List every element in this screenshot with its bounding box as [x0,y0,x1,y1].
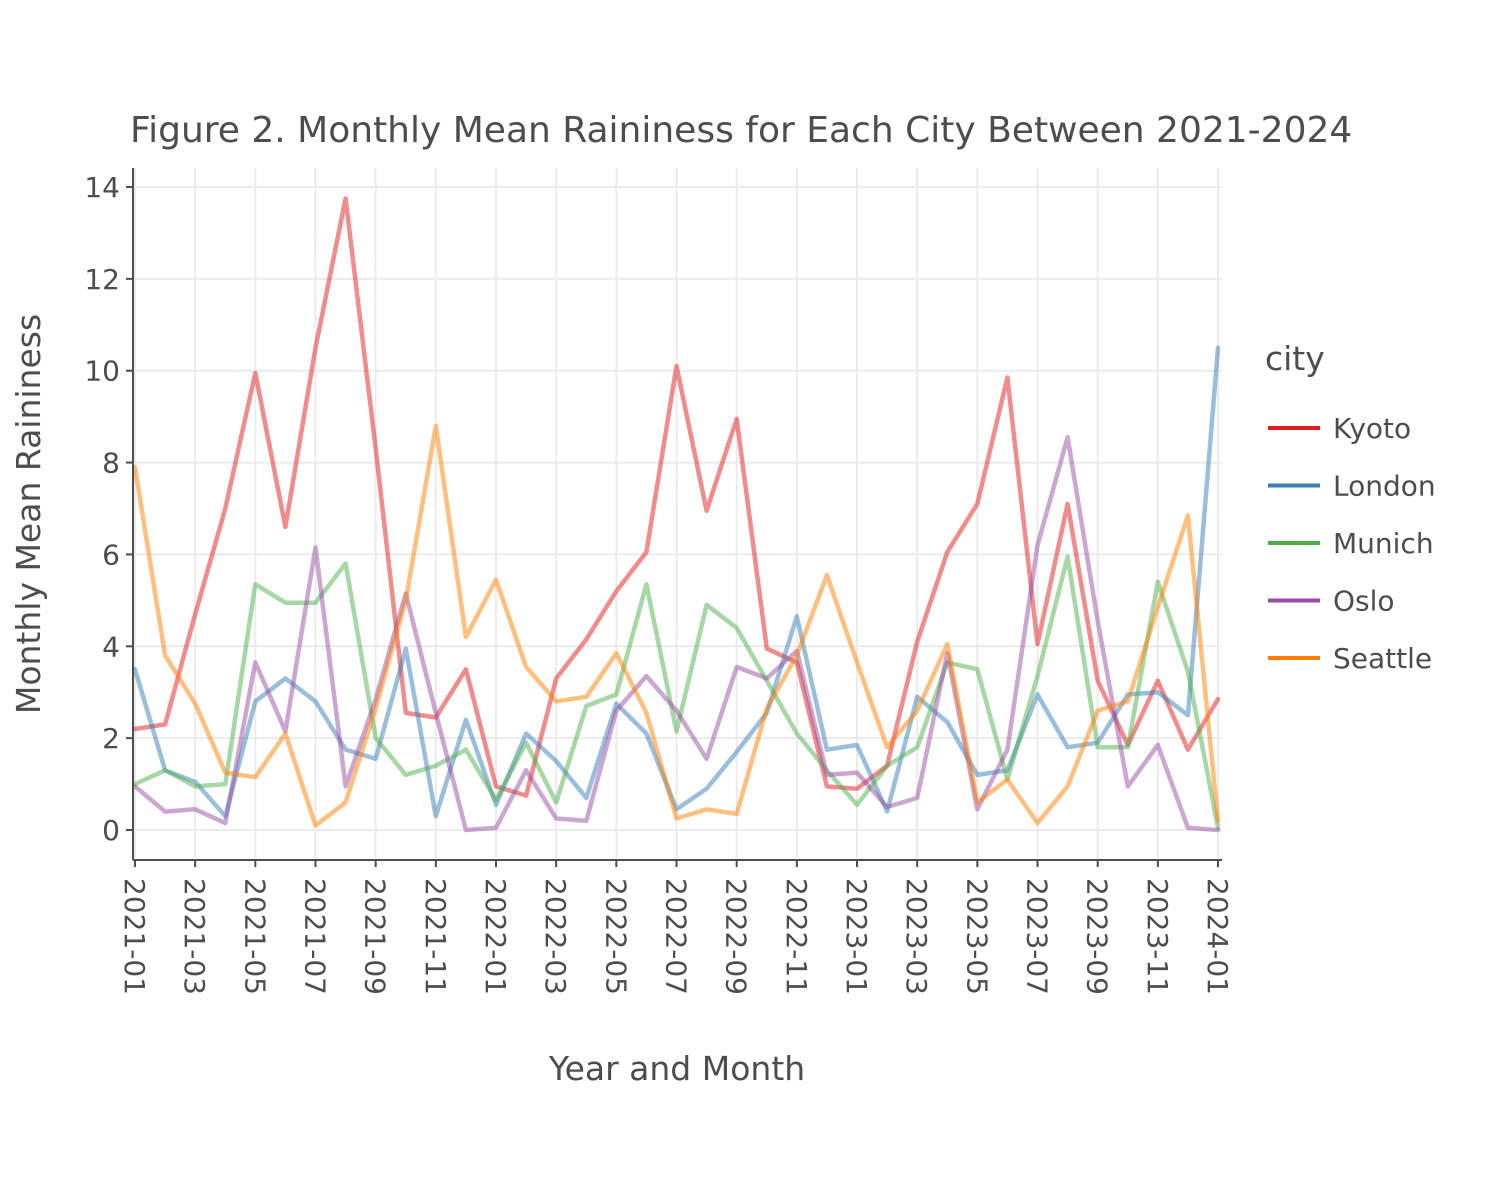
y-tick-label: 2 [102,722,120,755]
legend-label: Oslo [1333,585,1395,618]
x-tick-label: 2023-01 [840,878,873,995]
axes: 0 2 4 6 8 10 12 14 2021-01 2021-03 2021-05 2021-07 2… [84,168,1234,995]
x-tick-label: 2023-09 [1081,878,1114,995]
x-tick-label: 2024-01 [1201,878,1234,995]
series-line-london [132,345,1221,819]
x-tick-label: 2021-05 [238,878,271,995]
x-tick-label: 2023-03 [900,878,933,995]
y-tick-label: 4 [102,630,120,663]
x-tick-label: 2023-11 [1141,878,1174,995]
y-tick-label: 14 [84,171,120,204]
x-tick-label: 2023-07 [1021,878,1054,995]
y-tick-label: 0 [102,814,120,847]
legend-label: Munich [1333,527,1434,560]
legend-label: London [1333,470,1436,503]
x-tick-label: 2021-11 [419,878,452,995]
y-axis-title: Monthly Mean Raininess [9,314,48,714]
x-tick-label: 2021-07 [299,878,332,995]
x-tick-label: 2021-09 [359,878,392,995]
x-tick-label: 2022-07 [660,878,693,995]
legend-label: Seattle [1333,642,1432,675]
x-tick-label: 2023-05 [960,878,993,995]
legend: city Kyoto London Munich Oslo Seattle [1265,339,1436,675]
y-tick-label: 6 [102,538,120,571]
series-line-seattle [132,423,1221,828]
x-tick-label: 2022-03 [539,878,572,995]
x-tick-label: 2022-05 [599,878,632,995]
series-lines [132,196,1221,833]
legend-title: city [1265,339,1325,378]
y-tick-label: 12 [84,263,120,296]
y-tick-label: 10 [84,355,120,388]
series-line-munich [132,554,1221,830]
x-tick-label: 2021-01 [118,878,151,995]
y-tick-label: 8 [102,447,120,480]
x-tick-label: 2022-11 [780,878,813,995]
x-tick-label: 2021-03 [178,878,211,995]
series-line-kyoto [132,196,1221,798]
legend-label: Kyoto [1333,412,1411,445]
x-tick-label: 2022-09 [720,878,753,995]
x-tick-label: 2022-01 [479,878,512,995]
chart-title: Figure 2. Monthly Mean Raininess for Eac… [130,110,1352,151]
series-line-oslo [132,435,1221,833]
x-axis-title: Year and Month [548,1049,805,1088]
grid-layer [133,168,1222,858]
